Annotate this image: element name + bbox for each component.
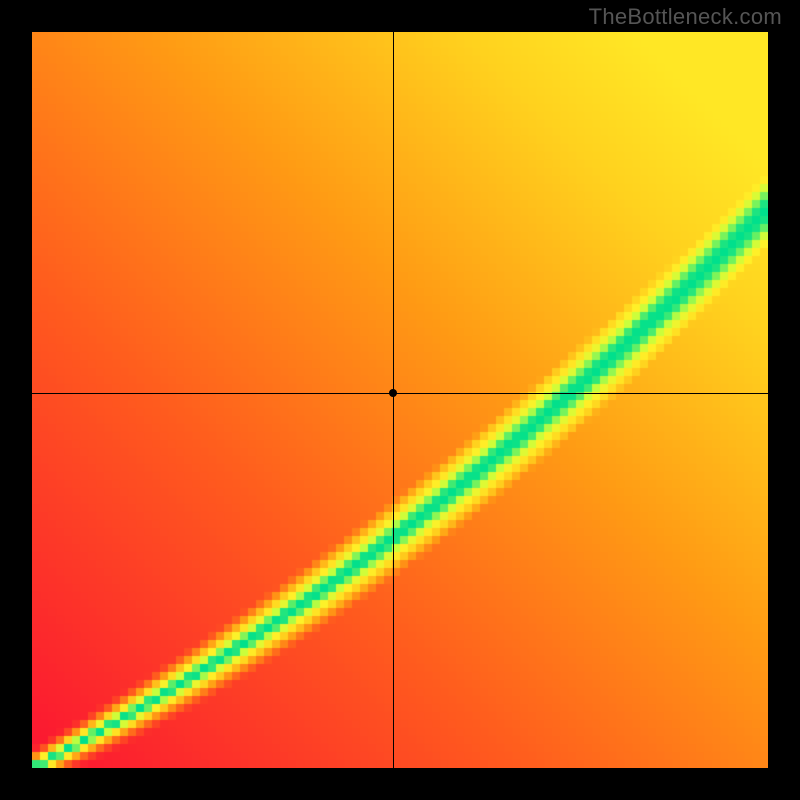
crosshair-marker bbox=[389, 389, 397, 397]
watermark-text: TheBottleneck.com bbox=[589, 4, 782, 30]
chart-container: TheBottleneck.com bbox=[0, 0, 800, 800]
crosshair-vertical bbox=[393, 32, 394, 768]
heatmap-canvas bbox=[32, 32, 768, 768]
plot-area bbox=[32, 32, 768, 768]
crosshair-horizontal bbox=[32, 393, 768, 394]
